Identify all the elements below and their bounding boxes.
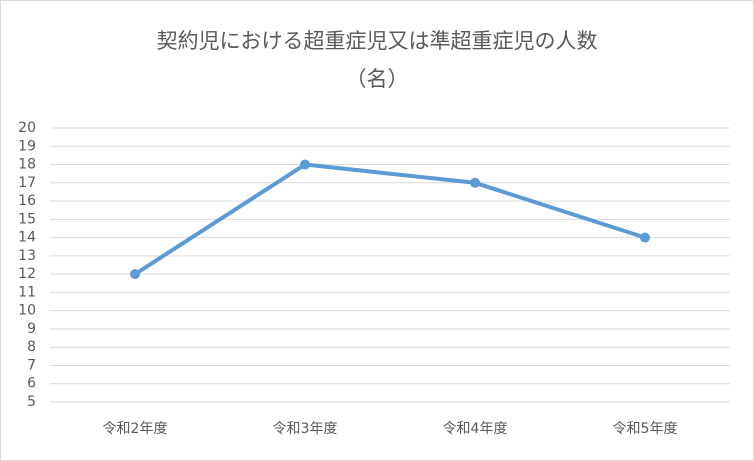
y-tick-label: 17 [18, 175, 36, 191]
y-tick-label: 18 [18, 157, 36, 173]
y-tick-label: 19 [18, 138, 36, 154]
x-tick-label: 令和2年度 [103, 421, 168, 437]
y-tick-label: 5 [27, 394, 36, 410]
y-tick-label: 10 [18, 303, 36, 319]
chart-title: 契約児における超重症児又は準超重症児の人数 [157, 29, 598, 53]
y-tick-label: 12 [18, 266, 36, 282]
data-point [300, 159, 310, 170]
y-tick-label: 13 [18, 248, 36, 264]
x-tick-label: 令和4年度 [443, 421, 508, 437]
y-tick-label: 6 [27, 376, 36, 392]
y-tick-label: 9 [27, 321, 36, 337]
data-line [133, 162, 647, 277]
y-tick-label: 7 [27, 357, 36, 373]
data-point [470, 177, 480, 188]
y-tick-label: 16 [18, 193, 36, 209]
data-point [640, 232, 650, 243]
x-tick-label: 令和3年度 [273, 421, 338, 437]
x-tick-label: 令和5年度 [613, 421, 678, 437]
y-tick-label: 14 [18, 230, 36, 246]
y-tick-label: 20 [18, 120, 36, 136]
data-point [130, 269, 140, 280]
y-tick-label: 15 [18, 211, 36, 227]
y-tick-label: 11 [18, 284, 36, 300]
chart-subtitle: （名） [346, 67, 409, 91]
y-tick-label: 8 [27, 339, 36, 355]
